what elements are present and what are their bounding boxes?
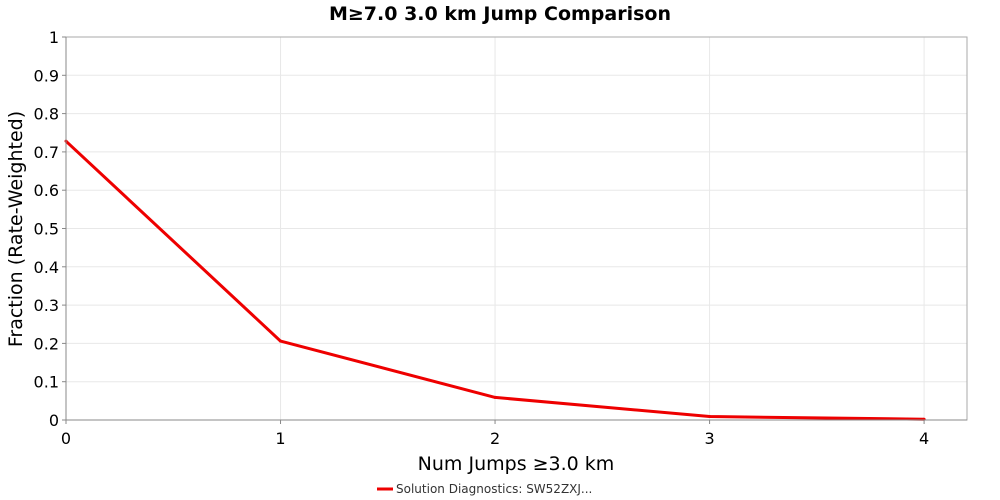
y-tick-label: 0.1 xyxy=(34,373,59,392)
x-tick-label: 2 xyxy=(490,429,500,448)
data-point xyxy=(708,415,712,419)
x-tick-label: 3 xyxy=(704,429,714,448)
legend-label: Solution Diagnostics: SW52ZXJ... xyxy=(396,482,592,496)
y-tick-label: 0.3 xyxy=(34,296,59,315)
y-tick-label: 0.5 xyxy=(34,220,59,239)
y-tick-label: 0.6 xyxy=(34,181,59,200)
x-tick-label: 4 xyxy=(919,429,929,448)
y-axis: 0 0.1 0.2 0.3 0.4 0.5 0.6 0.7 0.8 0.9 1 xyxy=(34,28,67,430)
chart-title: M≥7.0 3.0 km Jump Comparison xyxy=(329,3,671,25)
data-point xyxy=(493,395,497,399)
y-tick-label: 0.8 xyxy=(34,105,59,124)
x-axis: 0 1 2 3 4 xyxy=(61,419,967,448)
y-tick-label: 0.2 xyxy=(34,334,59,353)
y-tick-label: 0.7 xyxy=(34,143,59,162)
x-tick-label: 0 xyxy=(61,429,71,448)
x-tick-label: 1 xyxy=(275,429,285,448)
y-axis-label: Fraction (Rate-Weighted) xyxy=(5,111,27,347)
y-tick-label: 0 xyxy=(49,411,59,430)
y-tick-label: 0.9 xyxy=(34,66,59,85)
grid xyxy=(65,36,967,421)
y-tick-label: 1 xyxy=(49,28,59,47)
y-tick-label: 0.4 xyxy=(34,258,59,277)
legend: Solution Diagnostics: SW52ZXJ... xyxy=(377,482,592,496)
data-point xyxy=(279,339,283,343)
x-axis-label: Num Jumps ≥3.0 km xyxy=(418,453,615,475)
